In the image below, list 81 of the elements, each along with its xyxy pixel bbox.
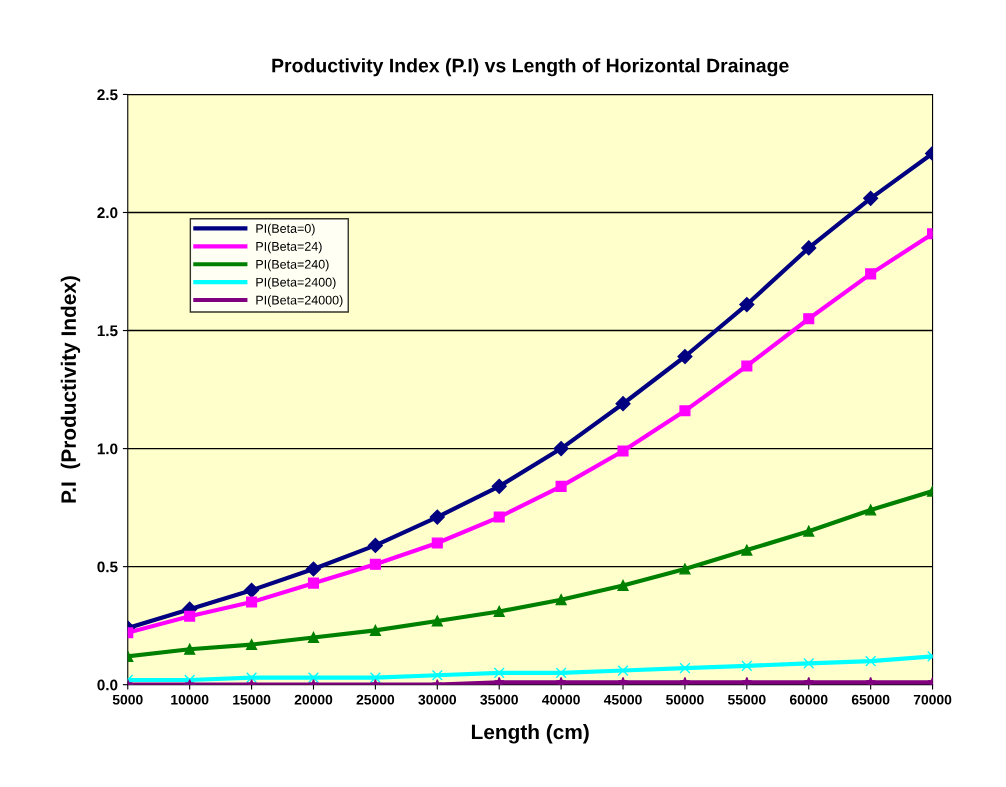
point — [493, 605, 505, 618]
y-axis-title: P.I (Productivity Index) — [60, 276, 81, 503]
point — [863, 190, 879, 206]
point — [184, 643, 196, 655]
x-tick-label: 55000 — [727, 694, 766, 705]
point — [307, 577, 320, 589]
legend-label: PI(Beta=24000) — [256, 295, 343, 307]
point — [679, 676, 691, 685]
point — [555, 676, 567, 685]
x-tick-label: 10000 — [171, 694, 209, 705]
point — [493, 511, 505, 523]
x-tick-label: 15000 — [233, 694, 271, 705]
point — [493, 676, 505, 685]
point — [246, 596, 258, 608]
x-tick-label: 40000 — [542, 694, 580, 705]
x-tick-label: 25000 — [356, 694, 395, 705]
point — [429, 509, 445, 525]
y-tick-label: 2.0 — [97, 207, 118, 219]
point — [184, 610, 196, 622]
point — [555, 667, 567, 679]
point — [739, 296, 755, 313]
x-tick-label: 45000 — [603, 694, 642, 705]
legend-label: PI(Beta=24) — [256, 241, 322, 254]
point — [741, 360, 753, 372]
point — [617, 676, 629, 685]
point — [617, 664, 629, 677]
point — [491, 478, 507, 494]
x-tick-label: 65000 — [851, 694, 890, 705]
point — [369, 672, 381, 684]
point — [803, 676, 815, 685]
point — [367, 537, 383, 553]
point — [431, 537, 443, 549]
x-tick-label: 30000 — [418, 694, 457, 705]
x-tick-label: 35000 — [480, 694, 518, 705]
chart-title: Productivity Index (P.I) vs Length of Horizontal Drainage — [272, 58, 789, 77]
point — [679, 405, 691, 417]
point — [679, 563, 691, 575]
y-tick-label: 1.0 — [97, 443, 118, 455]
point — [307, 631, 320, 644]
point — [677, 348, 693, 365]
point — [801, 240, 817, 256]
point — [617, 445, 629, 457]
point — [555, 480, 567, 492]
point — [741, 676, 753, 685]
y-tick-label: 2.5 — [97, 89, 118, 101]
point — [865, 504, 877, 516]
point — [615, 396, 631, 412]
x-tick-label: 70000 — [913, 694, 952, 705]
point — [431, 669, 443, 681]
point — [865, 676, 876, 685]
point — [617, 579, 629, 592]
point — [553, 441, 569, 457]
point — [369, 624, 381, 636]
point — [679, 662, 691, 674]
x-tick-label: 20000 — [294, 694, 333, 705]
point — [865, 268, 877, 280]
x-axis-title: Length (cm) — [471, 724, 589, 744]
point — [741, 544, 753, 556]
legend-label: PI(Beta=0) — [256, 223, 315, 236]
y-tick-label: 0.0 — [97, 679, 118, 691]
point — [803, 657, 815, 669]
point — [244, 582, 260, 598]
y-tick-label: 1.5 — [97, 325, 118, 337]
point — [803, 525, 815, 537]
point — [431, 615, 443, 627]
y-tick-label: 0.5 — [97, 561, 118, 573]
legend-label: PI(Beta=240) — [256, 259, 329, 272]
point — [305, 561, 322, 577]
point — [307, 672, 320, 684]
point — [369, 558, 381, 570]
x-tick-label: 60000 — [789, 694, 828, 705]
point — [803, 313, 815, 325]
point — [865, 655, 877, 667]
point — [555, 594, 567, 606]
point — [741, 660, 753, 672]
legend-label: PI(Beta=2400) — [256, 277, 336, 290]
point — [246, 672, 258, 684]
point — [493, 667, 505, 679]
x-tick-label: 5000 — [112, 694, 143, 705]
point — [246, 638, 258, 651]
x-tick-label: 50000 — [666, 694, 704, 705]
